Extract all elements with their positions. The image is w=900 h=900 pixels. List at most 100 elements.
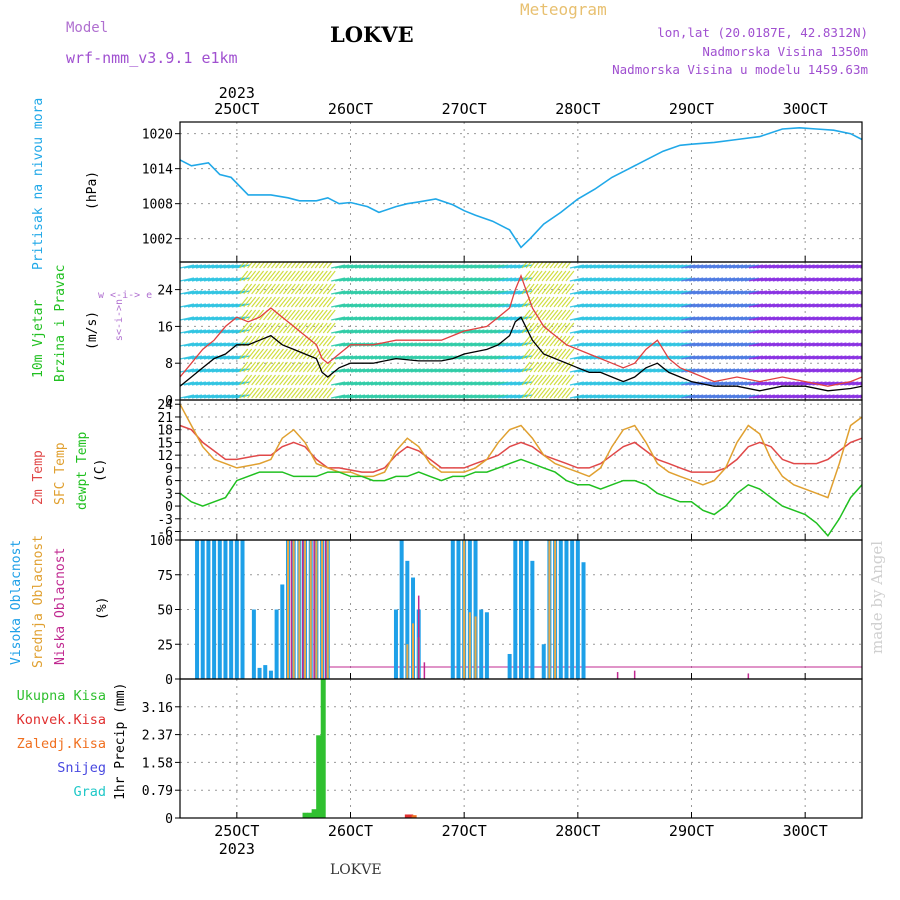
wind-arrow [462,264,477,269]
wind-arrow [263,296,273,308]
y-tick-label: 100 [150,534,173,549]
high-cloud-bar [229,540,234,679]
wind-arrow [728,264,744,269]
wind-arrow [498,277,513,282]
wind-arrow [518,355,533,360]
wind-arrow [665,394,680,399]
wind-arrow [581,264,596,269]
wind-arrow [418,329,433,334]
wind-arrow [633,277,648,282]
wind-arrow [482,277,497,282]
wind-arrow [708,316,724,321]
wind-arrow [370,394,386,399]
wind-arrow [227,329,242,334]
wind-arrow [335,316,350,321]
wind-arrow [597,368,612,373]
wind-arrow [514,277,529,282]
wind-arrow [518,329,533,334]
y-tick-label: 16 [157,320,173,335]
wind-arrow [657,342,672,347]
wind-arrow [553,335,563,347]
wind-arrow [350,303,366,308]
wind-arrow [732,368,748,373]
wind-arrow [597,329,612,334]
wind-arrow [693,303,708,308]
wind-arrow [486,277,501,282]
wind-arrow [271,335,280,347]
wind-arrow [207,394,222,399]
wind-arrow [545,309,555,321]
wind-arrow [450,329,465,334]
wind-arrow [183,303,199,308]
wind-arrow [502,290,517,295]
wind-arrow [589,329,604,334]
wind-arrow [601,277,616,282]
wind-arrow [601,381,616,386]
mid-cloud-bar [468,612,471,679]
wind-arrow [402,342,417,347]
wind-arrow [681,303,696,308]
wind-arrow [219,342,234,347]
wind-arrow [259,270,269,282]
wind-arrow [820,303,835,308]
wind-arrow [613,290,628,295]
wind-arrow [740,368,756,373]
wind-arrow [199,316,215,321]
wind-arrow [494,303,509,308]
wind-arrow [510,290,525,295]
wind-arrow [629,303,644,308]
wind-arrow [661,277,676,282]
wind-arrow [533,262,540,269]
wind-arrow [657,277,672,282]
wind-arrow [617,277,632,282]
wind-arrow [537,335,547,347]
wind-arrow [573,264,588,269]
wind-arrow [661,290,676,295]
wind-arrow [693,329,708,334]
wind-arrow [641,381,656,386]
wind-arrow [430,394,445,399]
wind-arrow [549,262,556,269]
wind-arrow [685,394,700,399]
wind-arrow [514,394,529,399]
wind-arrow [410,381,425,386]
wind-arrow [422,303,437,308]
wind-arrow [374,342,390,347]
wind-arrow [561,270,571,282]
mid-cloud-bar [406,644,409,679]
wind-arrow [326,374,336,386]
wind-arrow [294,387,304,399]
precip-legend-item: Snijeg [57,760,106,776]
wind-arrow [701,277,716,282]
wind-arrow [386,329,401,334]
wind-arrow [434,394,449,399]
wind-arrow [649,264,664,269]
wind-arrow [354,316,370,321]
wind-arrow [840,368,855,373]
wind-arrow [271,262,278,269]
wind-arrow [669,277,684,282]
wind-arrow [282,374,292,386]
wind-arrow [207,381,222,386]
wind-arrow [326,262,333,269]
page-title: LOKVE [330,22,414,47]
wind-arrow [227,290,242,295]
panel-frame [179,678,863,819]
wind-arrow [382,394,398,399]
wind-arrow [498,381,513,386]
wind-arrow [418,381,433,386]
wind-arrow [418,368,433,373]
high-cloud-bar [530,560,535,679]
wind-arrow [354,368,370,373]
high-cloud-bar [473,540,478,679]
low-cloud-bar [302,540,304,679]
wind-arrow [577,342,592,347]
wind-arrow [649,290,664,295]
wind-arrow [326,322,336,334]
wind-arrow [697,316,712,321]
wind-arrow [657,264,672,269]
wind-arrow [362,303,378,308]
wind-arrow [326,335,336,347]
wind-arrow [378,290,394,295]
wind-arrow [748,290,764,295]
